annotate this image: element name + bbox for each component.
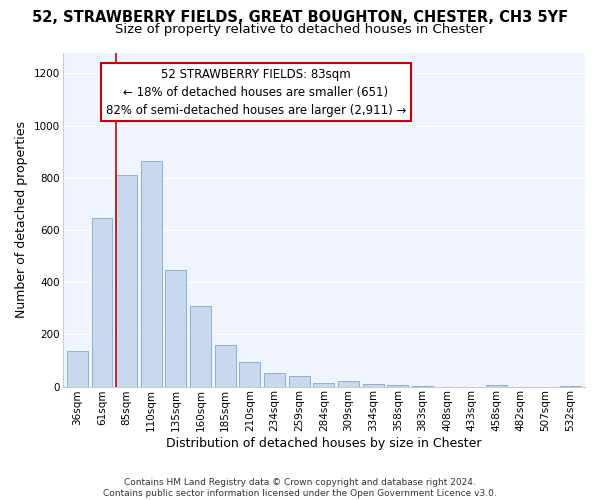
Y-axis label: Number of detached properties: Number of detached properties — [15, 121, 28, 318]
Bar — [289, 376, 310, 386]
Bar — [67, 352, 88, 386]
Bar — [313, 382, 334, 386]
Text: Contains HM Land Registry data © Crown copyright and database right 2024.
Contai: Contains HM Land Registry data © Crown c… — [103, 478, 497, 498]
Bar — [92, 218, 112, 386]
Bar — [166, 270, 187, 386]
Bar — [338, 382, 359, 386]
Bar — [116, 175, 137, 386]
Bar — [264, 373, 285, 386]
Bar — [190, 306, 211, 386]
Text: 52, STRAWBERRY FIELDS, GREAT BOUGHTON, CHESTER, CH3 5YF: 52, STRAWBERRY FIELDS, GREAT BOUGHTON, C… — [32, 10, 568, 25]
Text: Size of property relative to detached houses in Chester: Size of property relative to detached ho… — [115, 22, 485, 36]
X-axis label: Distribution of detached houses by size in Chester: Distribution of detached houses by size … — [166, 437, 482, 450]
Bar — [239, 362, 260, 386]
Bar — [141, 161, 162, 386]
Bar — [486, 385, 507, 386]
Bar — [215, 346, 236, 387]
Text: 52 STRAWBERRY FIELDS: 83sqm
← 18% of detached houses are smaller (651)
82% of se: 52 STRAWBERRY FIELDS: 83sqm ← 18% of det… — [106, 68, 406, 116]
Bar — [387, 385, 408, 386]
Bar — [362, 384, 383, 386]
